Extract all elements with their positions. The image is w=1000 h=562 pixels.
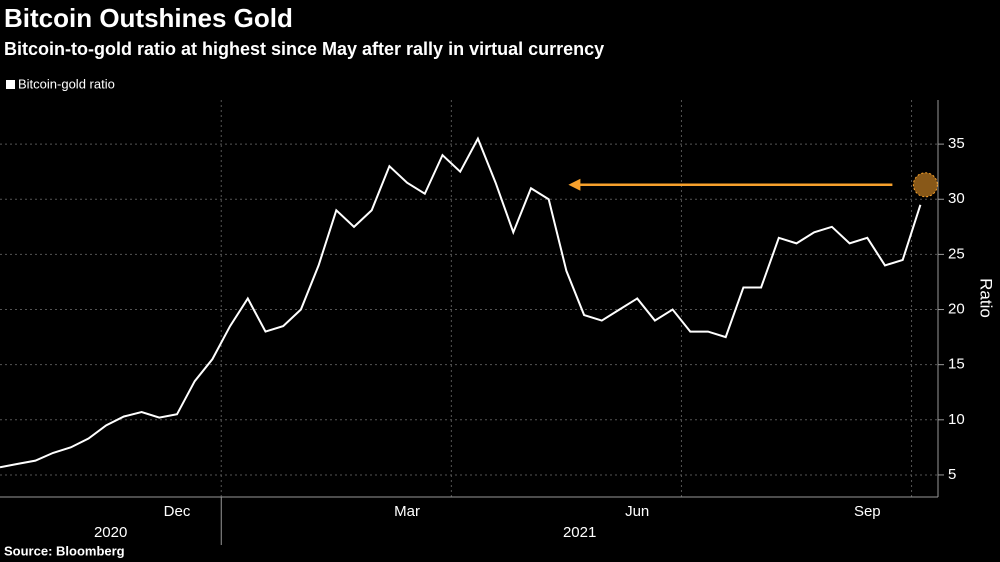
chart-subtitle: Bitcoin-to-gold ratio at highest since M… — [4, 39, 604, 59]
source: Source: Bloomberg — [4, 543, 125, 558]
x-group-label: 2021 — [563, 524, 596, 541]
legend-swatch — [6, 80, 15, 89]
highlight-circle — [912, 172, 938, 198]
x-tick-label: Dec — [164, 503, 191, 520]
y-tick-label: 15 — [948, 356, 965, 373]
x-tick-label: Mar — [394, 503, 420, 520]
y-tick-label: 30 — [948, 190, 965, 207]
y-tick-label: 20 — [948, 300, 965, 317]
y-tick-label: 10 — [948, 411, 965, 428]
chart-title: Bitcoin Outshines Gold — [4, 3, 293, 33]
x-tick-label: Jun — [625, 503, 649, 520]
legend-label: Bitcoin-gold ratio — [18, 76, 115, 91]
y-tick-label: 25 — [948, 245, 965, 262]
x-group-label: 2020 — [94, 524, 127, 541]
y-tick-label: 35 — [948, 135, 965, 152]
y-axis-label: Ratio — [977, 278, 996, 318]
x-tick-label: Sep — [854, 503, 881, 520]
data-line — [0, 136, 922, 469]
y-tick-label: 5 — [948, 466, 956, 483]
arrow-head — [568, 178, 581, 191]
